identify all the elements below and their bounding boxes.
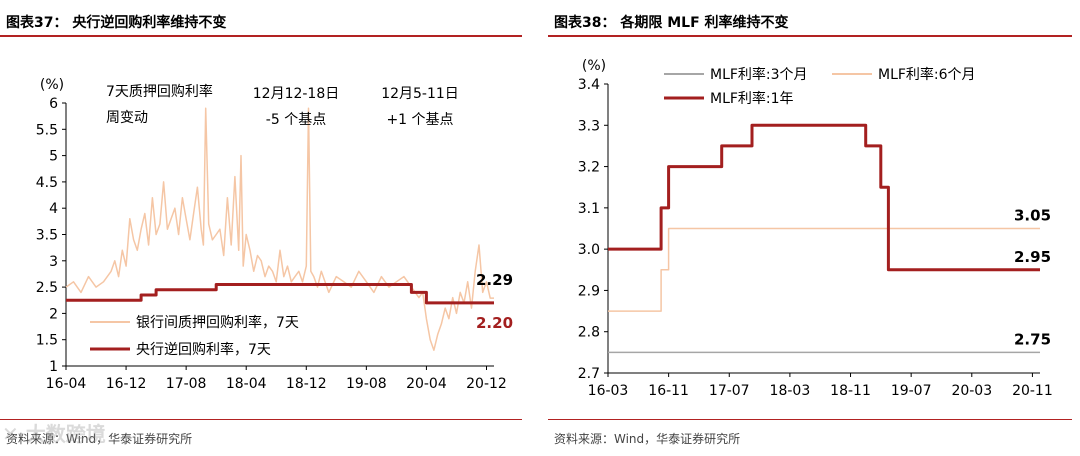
y-tick-label: 3.4	[578, 77, 600, 93]
x-tick-label: 16-04	[46, 376, 87, 392]
legend-label: MLF利率:3个月	[710, 66, 808, 83]
x-tick-label: 16-03	[588, 383, 629, 399]
x-tick-label: 18-12	[286, 376, 327, 392]
y-tick-label: 1	[49, 359, 58, 375]
figure-title: 图表38： 各期限 MLF 利率维持不变	[554, 15, 789, 31]
legend-label: MLF利率:1年	[710, 90, 794, 107]
end-label: 2.95	[1014, 248, 1051, 266]
watermark-logo: ✕ 大数跨境	[2, 422, 106, 446]
end-label-interbank: 2.29	[476, 271, 513, 289]
source-note: 资料来源：Wind，华泰证券研究所	[554, 432, 741, 446]
annotation-text: 12月5-11日	[381, 86, 459, 102]
legend-label: 央行逆回购利率，7天	[136, 341, 271, 358]
legend-label: 银行间质押回购利率，7天	[136, 314, 299, 331]
x-tick-label: 16-11	[648, 383, 689, 399]
y-tick-label: 4	[49, 201, 58, 217]
figure-title: 图表37： 央行逆回购利率维持不变	[6, 15, 227, 31]
y-tick-label: 3.5	[36, 228, 58, 244]
end-label: 2.75	[1014, 330, 1051, 348]
annotation-text: -5 个基点	[266, 111, 326, 128]
legend-label: MLF利率:6个月	[878, 66, 976, 83]
y-tick-label: 5	[49, 149, 58, 165]
end-label-reverse-repo: 2.20	[476, 314, 513, 332]
x-tick-label: 19-08	[346, 376, 387, 392]
x-tick-label: 17-07	[709, 383, 750, 399]
x-tick-label: 17-08	[166, 376, 207, 392]
y-tick-label: 2.5	[36, 280, 58, 296]
title-divider	[0, 35, 522, 37]
x-tick-label: 20-12	[466, 376, 507, 392]
x-tick-label: 20-03	[951, 383, 992, 399]
series-line	[66, 283, 494, 305]
bottom-divider	[548, 419, 1072, 420]
y-tick-label: 4.5	[36, 175, 58, 191]
series-line	[608, 123, 1040, 272]
mlf-rate-chart: 2.7 2.8 2.9 3.0 3.1 3.2 3.3 3.4 16-03 16-11 17-07 1…	[578, 58, 1053, 399]
figure-38: 图表38： 各期限 MLF 利率维持不变 2.7 2.8 2.9 3.0 3.1 3.2 3…	[548, 0, 1080, 456]
title-divider	[548, 35, 1072, 37]
repo-rate-chart: 1 1.5 2 2.5 3 3.5 4 4.5 5 5.5 6 16-04 16-12 17-08 18-0…	[36, 77, 513, 392]
series-line	[65, 107, 494, 351]
y-tick-label: 3	[49, 254, 58, 270]
x-tick-label: 18-03	[770, 383, 811, 399]
y-tick-label: 2.9	[578, 283, 600, 299]
y-tick-label: 3.2	[578, 160, 600, 176]
y-tick-label: 5.5	[36, 122, 58, 138]
annotation-text: +1 个基点	[386, 111, 453, 128]
y-tick-label: 2	[49, 306, 58, 322]
figure-37: 图表37： 央行逆回购利率维持不变 1 1.5 2 2.5 3 3.5 4 4.5 5 5.5 6 1…	[0, 0, 530, 456]
end-label: 3.05	[1014, 207, 1051, 225]
y-tick-label: 1.5	[36, 333, 58, 349]
x-tick-label: 20-04	[406, 376, 447, 392]
annotation-text: 12月12-18日	[253, 86, 340, 102]
annotation-text: 7天质押回购利率	[106, 83, 213, 100]
y-tick-label: 3.0	[578, 242, 600, 258]
x-tick-label: 20-11	[1012, 383, 1053, 399]
annotation-text: 周变动	[106, 110, 148, 126]
x-tick-label: 18-11	[830, 383, 871, 399]
series-line	[608, 227, 1040, 312]
bottom-divider	[0, 419, 522, 420]
y-tick-label: 3.1	[578, 201, 600, 217]
unit-label: (%)	[582, 58, 606, 74]
watermark-text: 大数跨境	[25, 422, 106, 446]
y-tick-label: 6	[49, 96, 58, 112]
x-tick-label: 18-04	[226, 376, 267, 392]
y-tick-label: 2.8	[578, 325, 600, 341]
unit-label: (%)	[40, 77, 64, 93]
source-note: 资料来源：Wind，华泰证券研究所	[6, 432, 193, 446]
y-tick-label: 2.7	[578, 366, 600, 382]
x-tick-label: 19-07	[891, 383, 932, 399]
x-tick-label: 16-12	[106, 376, 147, 392]
y-tick-label: 3.3	[578, 118, 600, 134]
